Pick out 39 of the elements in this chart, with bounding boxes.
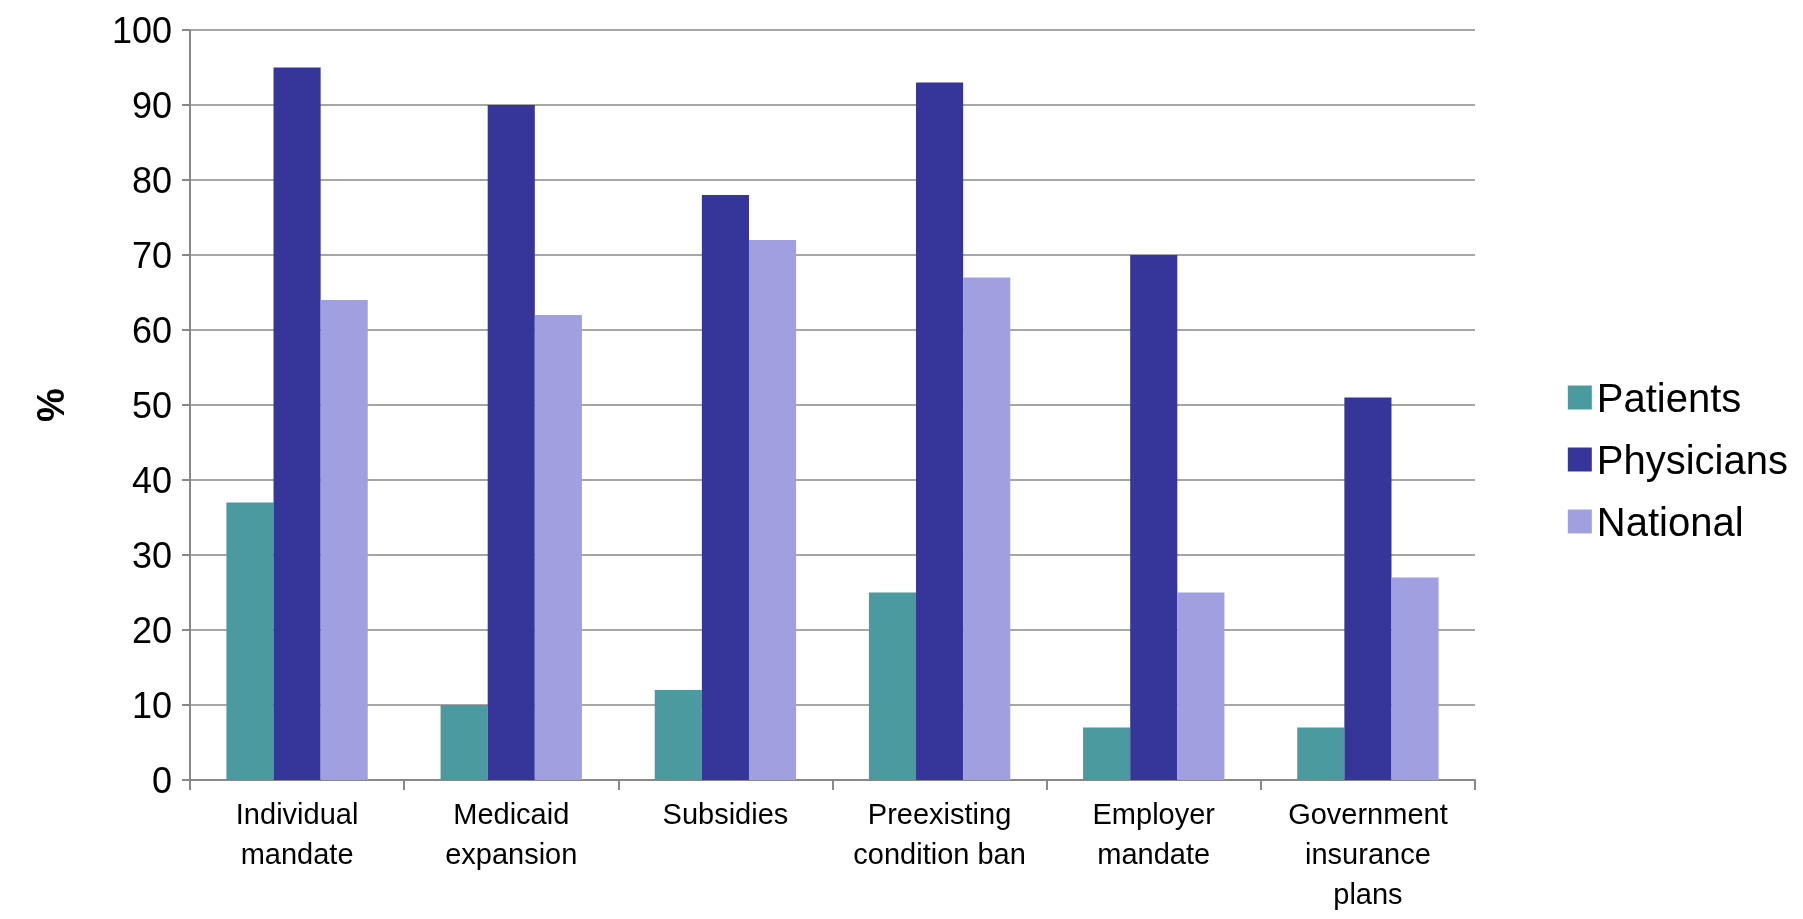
- y-tick-label: 40: [131, 459, 172, 501]
- legend-label: Physicians: [1596, 437, 1789, 482]
- bar: [748, 240, 797, 780]
- x-tick-label: Government insurance plans: [1288, 798, 1448, 910]
- x-tick-label: Employer mandate: [1092, 798, 1216, 870]
- x-tick-label: Subsidies: [662, 798, 789, 830]
- y-tick-label: 50: [131, 384, 172, 426]
- bar: [1083, 727, 1131, 780]
- bar: [1130, 255, 1178, 780]
- y-tick-label: 60: [131, 309, 172, 351]
- y-tick-label: 100: [111, 9, 172, 51]
- y-tick-label: 70: [131, 234, 172, 276]
- bar: [1391, 577, 1439, 780]
- bar: [487, 105, 535, 780]
- legend-label: Patients: [1596, 375, 1742, 420]
- bar: [1297, 727, 1345, 780]
- bar: [916, 82, 964, 780]
- x-tick-label: Individual mandate: [235, 798, 359, 870]
- legend-label: National: [1596, 499, 1744, 544]
- x-tick-label: Medicaid expansion: [445, 798, 578, 870]
- bar: [1344, 397, 1392, 780]
- y-tick-label: 10: [131, 684, 172, 726]
- bar: [226, 502, 274, 780]
- bar: [273, 67, 321, 780]
- y-axis-title: %: [30, 388, 72, 422]
- y-tick-label: 80: [131, 159, 172, 201]
- y-tick-label: 0: [151, 759, 172, 801]
- bar: [1177, 592, 1225, 780]
- bar: [963, 277, 1011, 780]
- bar: [868, 592, 917, 780]
- bar: [440, 705, 488, 780]
- bar: [534, 315, 582, 780]
- bar: [701, 195, 749, 780]
- bar: [654, 690, 702, 780]
- x-tick-label: Preexisting condition ban: [853, 798, 1026, 870]
- bar: [320, 300, 368, 780]
- y-tick-label: 20: [131, 609, 172, 651]
- y-tick-label: 90: [131, 84, 172, 126]
- y-tick-label: 30: [131, 534, 172, 576]
